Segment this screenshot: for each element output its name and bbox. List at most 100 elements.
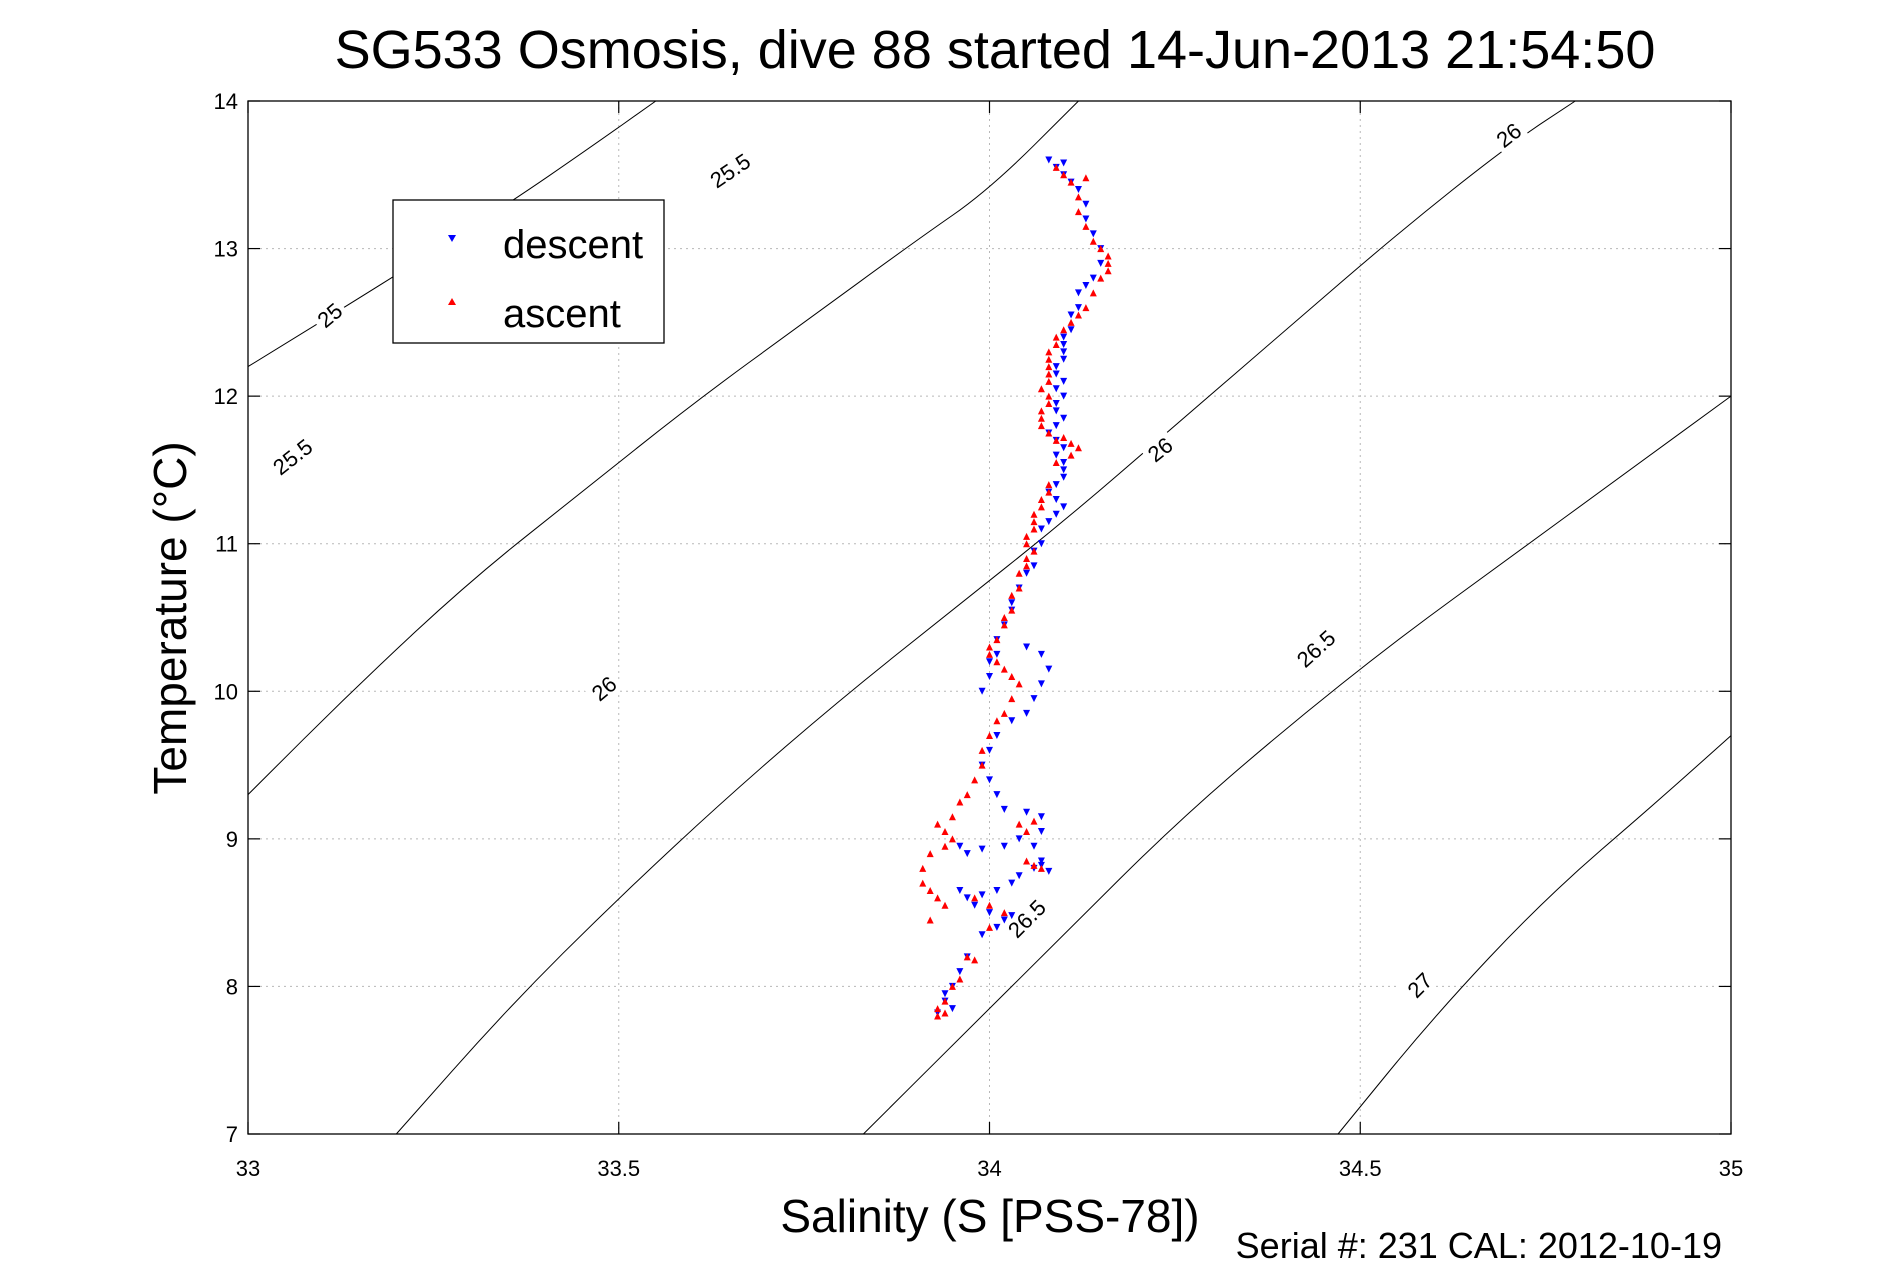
ascent-point: [1104, 259, 1112, 267]
ascent-point: [1045, 400, 1053, 408]
descent-point: [1015, 835, 1023, 843]
ascent-point: [1037, 503, 1045, 511]
ascent-point: [986, 923, 993, 931]
descent-point: [1060, 473, 1068, 481]
ascent-point: [1052, 340, 1060, 348]
ascent-point: [1000, 621, 1008, 629]
ascent-point: [963, 791, 971, 799]
descent-point: [1052, 363, 1060, 371]
descent-point: [1074, 186, 1082, 194]
descent-point: [978, 687, 986, 695]
chart-title: SG533 Osmosis, dive 88 started 14-Jun-20…: [335, 20, 1656, 80]
descent-point: [1008, 879, 1016, 887]
ascent-point: [1000, 614, 1008, 621]
ascent-point: [1060, 171, 1068, 179]
ascent-point: [1074, 193, 1082, 201]
descent-point: [1023, 709, 1031, 717]
ascent-point: [1045, 429, 1053, 437]
descent-point: [1060, 444, 1068, 452]
descent-point: [1052, 400, 1060, 408]
density-contours: [247, 100, 1732, 1135]
y-tick-label: 12: [214, 384, 238, 409]
ascent-point: [1037, 385, 1045, 393]
descent-point: [1052, 481, 1060, 489]
ascent-point: [1030, 525, 1038, 533]
ascent-point: [1000, 665, 1008, 673]
ascent-point: [1008, 673, 1016, 681]
descent-point: [1000, 842, 1008, 850]
ascent-point: [1023, 554, 1031, 562]
ascent-point: [1045, 355, 1053, 363]
ascent-point: [971, 956, 979, 964]
descent-point: [1052, 422, 1060, 430]
ascent-point: [1037, 414, 1045, 422]
ascent-point: [1052, 333, 1060, 341]
ascent-point: [941, 827, 949, 835]
ascent-point: [1037, 422, 1045, 430]
ascent-point: [948, 835, 956, 843]
ascent-point: [941, 842, 949, 850]
ascent-point: [1008, 591, 1016, 599]
ascent-point: [1023, 827, 1031, 835]
x-tick-label: 34: [977, 1156, 1001, 1181]
ascent-point: [1000, 709, 1008, 717]
contour-label-bg: [582, 667, 624, 708]
ascent-point: [1052, 436, 1060, 444]
contour-label-bg: [996, 888, 1055, 947]
descent-point: [1082, 215, 1090, 223]
contour-label-bg: [698, 143, 760, 197]
density-contour-26.5: [863, 395, 1732, 1135]
ascent-point: [1015, 584, 1023, 592]
descent-point: [941, 990, 949, 998]
descent-point: [1023, 643, 1031, 651]
descent-point: [1052, 510, 1060, 518]
ascent-point: [1030, 817, 1038, 825]
ascent-point: [941, 997, 949, 1005]
contour-label: 26.5: [1285, 619, 1345, 677]
descent-point: [1060, 466, 1068, 474]
descent-point: [1052, 370, 1060, 378]
x-tick-label: 33.5: [597, 1156, 640, 1181]
ascent-point: [941, 901, 949, 909]
ascent-point: [1089, 237, 1097, 245]
descent-point: [1045, 867, 1053, 875]
descent-point: [1030, 562, 1038, 570]
descent-point: [986, 658, 993, 666]
ascent-point: [963, 953, 971, 961]
ascent-point: [934, 1012, 942, 1020]
descent-point: [956, 842, 964, 850]
ascent-point: [956, 798, 964, 806]
ascent-point: [1089, 289, 1097, 297]
descent-point: [1008, 599, 1016, 607]
ascent-point: [993, 717, 1001, 725]
ascent-point: [1030, 547, 1038, 555]
descent-point: [1074, 289, 1082, 297]
descent-point: [1008, 717, 1016, 725]
ascent-point: [919, 879, 927, 887]
descent-point: [1060, 340, 1068, 348]
descent-point: [1052, 495, 1060, 503]
y-tick-label: 14: [214, 89, 238, 114]
descent-point: [1045, 156, 1053, 164]
data-series: [919, 156, 1112, 1020]
descent-point: [978, 931, 986, 939]
descent-point: [1082, 281, 1090, 289]
ascent-point: [1082, 222, 1090, 230]
ascent-point: [1104, 267, 1112, 275]
ascent-point: [1045, 370, 1053, 378]
ascent-point: [934, 894, 942, 902]
descent-point: [1045, 518, 1053, 526]
ascent-point: [1023, 857, 1031, 865]
ascent-point: [926, 850, 934, 858]
ascent-point: [1037, 407, 1045, 415]
x-tick-label: 33: [236, 1156, 260, 1181]
ascent-point: [926, 916, 934, 924]
ascent-point: [1023, 532, 1031, 540]
descent-point: [1060, 414, 1068, 422]
ascent-point: [948, 813, 956, 821]
ascent-point: [1104, 252, 1112, 260]
ascent-point: [1037, 864, 1045, 872]
ascent-point: [1097, 245, 1105, 253]
descent-point: [1060, 348, 1068, 356]
ascent-point: [1045, 488, 1053, 496]
